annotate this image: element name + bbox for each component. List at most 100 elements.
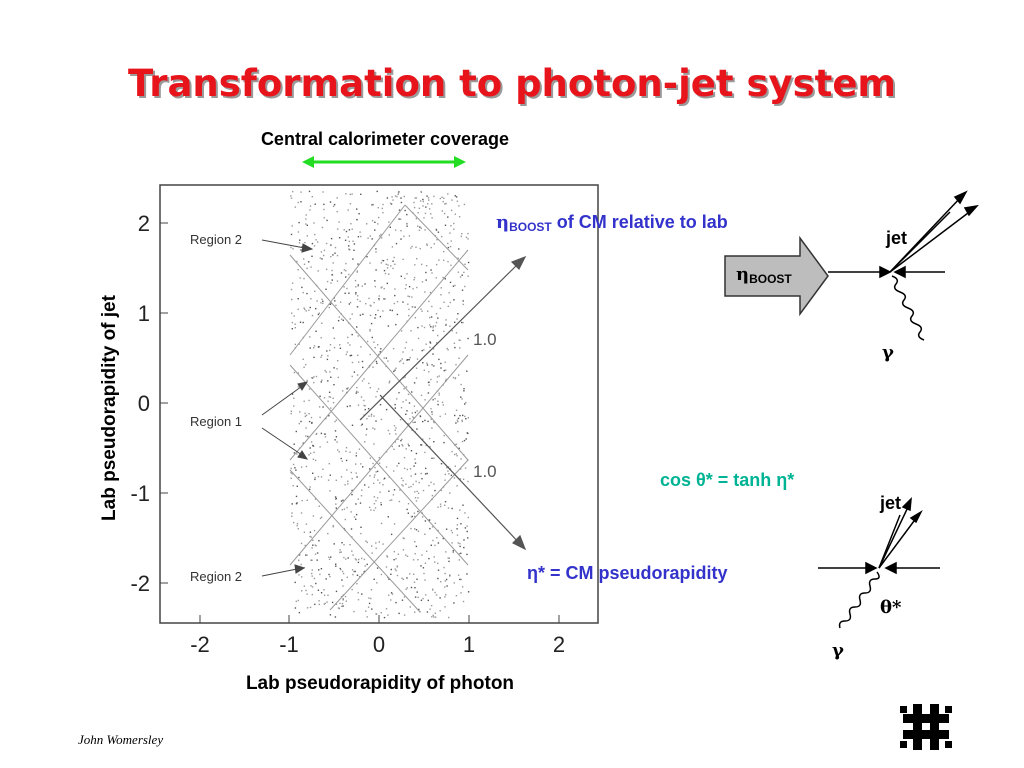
scatter-point bbox=[339, 567, 341, 570]
scatter-point bbox=[357, 335, 359, 337]
scatter-point bbox=[364, 441, 366, 443]
scatter-point bbox=[414, 497, 417, 499]
scatter-point bbox=[327, 532, 329, 535]
scatter-point bbox=[425, 594, 427, 596]
scatter-point bbox=[360, 463, 362, 465]
x-tick: -2 bbox=[190, 632, 210, 657]
scatter-point bbox=[434, 489, 436, 492]
axis-ticks bbox=[160, 222, 560, 623]
scatter-point bbox=[317, 270, 319, 272]
scatter-point bbox=[355, 392, 357, 394]
scatter-point bbox=[380, 504, 382, 506]
scatter-point bbox=[335, 498, 337, 500]
scatter-point bbox=[355, 559, 358, 561]
scatter-point bbox=[369, 457, 371, 459]
scatter-point bbox=[405, 341, 408, 344]
scatter-point bbox=[460, 552, 462, 554]
scatter-point bbox=[447, 349, 449, 351]
scatter-point bbox=[435, 321, 438, 324]
scatter-point bbox=[437, 506, 439, 508]
scatter-point bbox=[397, 193, 399, 196]
scatter-point bbox=[329, 303, 331, 305]
scatter-point bbox=[428, 208, 431, 210]
scatter-point bbox=[440, 362, 442, 365]
scatter-point bbox=[378, 541, 380, 543]
scatter-point bbox=[369, 235, 371, 237]
scatter-point bbox=[458, 216, 461, 218]
scatter-point bbox=[439, 197, 441, 200]
scatter-point bbox=[345, 353, 347, 356]
scatter-point bbox=[332, 526, 334, 528]
scatter-point bbox=[423, 369, 425, 371]
scatter-point bbox=[317, 475, 320, 478]
scatter-point bbox=[311, 314, 314, 317]
scatter-point bbox=[442, 276, 444, 279]
scatter-point bbox=[312, 544, 314, 546]
scatter-point bbox=[370, 413, 373, 415]
scatter-point bbox=[369, 475, 371, 477]
scatter-point bbox=[323, 397, 326, 399]
line-label-lower: 1.0 bbox=[473, 462, 497, 481]
scatter-point bbox=[429, 341, 431, 343]
scatter-point bbox=[348, 240, 350, 243]
scatter-point bbox=[315, 239, 317, 241]
scatter-point bbox=[364, 565, 366, 567]
scatter-point bbox=[410, 586, 413, 589]
scatter-point bbox=[444, 473, 446, 476]
scatter-point bbox=[355, 463, 357, 465]
scatter-point bbox=[343, 544, 345, 546]
scatter-point bbox=[329, 490, 331, 492]
scatter-point bbox=[378, 462, 381, 464]
scatter-point bbox=[350, 511, 352, 513]
scatter-point bbox=[340, 551, 342, 553]
scatter-point bbox=[313, 577, 316, 580]
scatter-point bbox=[328, 573, 330, 576]
scatter-point bbox=[357, 295, 359, 297]
scatter-point bbox=[350, 223, 352, 225]
scatter-point bbox=[302, 442, 304, 444]
scatter-point bbox=[298, 574, 300, 576]
scatter-point bbox=[314, 233, 316, 236]
scatter-point bbox=[402, 301, 404, 303]
scatter-point bbox=[462, 478, 465, 480]
scatter-point bbox=[304, 241, 306, 244]
scatter-point bbox=[298, 343, 300, 345]
scatter-point bbox=[324, 433, 326, 435]
scatter-point bbox=[440, 463, 443, 465]
scatter-point bbox=[388, 490, 390, 492]
scatter-point bbox=[296, 453, 298, 455]
scatter-point bbox=[439, 597, 441, 599]
scatter-point bbox=[400, 230, 402, 232]
scatter-point bbox=[375, 360, 378, 363]
scatter-point bbox=[428, 381, 431, 383]
scatter-point bbox=[409, 418, 411, 420]
scatter-point bbox=[363, 414, 365, 416]
scatter-point bbox=[310, 441, 313, 443]
scatter-point bbox=[320, 432, 323, 435]
scatter-point bbox=[309, 486, 311, 488]
scatter-point bbox=[321, 298, 323, 300]
scatter-point bbox=[301, 590, 303, 592]
scatter-point bbox=[320, 337, 322, 339]
scatter-point bbox=[449, 301, 451, 304]
scatter-point bbox=[309, 209, 311, 211]
scatter-point bbox=[415, 197, 418, 199]
scatter-point bbox=[323, 217, 325, 219]
scatter-point bbox=[435, 277, 437, 279]
scatter-point bbox=[437, 400, 439, 402]
scatter-point bbox=[452, 550, 454, 552]
scatter-point bbox=[375, 251, 377, 253]
scatter-point bbox=[413, 581, 416, 583]
scatter-point bbox=[335, 507, 337, 509]
scatter-point bbox=[336, 280, 339, 282]
scatter-point bbox=[416, 286, 418, 289]
scatter-point bbox=[321, 322, 323, 324]
scatter-point bbox=[398, 191, 400, 193]
scatter-point bbox=[425, 271, 427, 274]
scatter-point bbox=[435, 263, 438, 266]
scatter-point bbox=[356, 298, 359, 301]
scatter-point bbox=[311, 575, 313, 577]
scatter-point bbox=[403, 537, 405, 540]
scatter-point bbox=[302, 321, 304, 324]
